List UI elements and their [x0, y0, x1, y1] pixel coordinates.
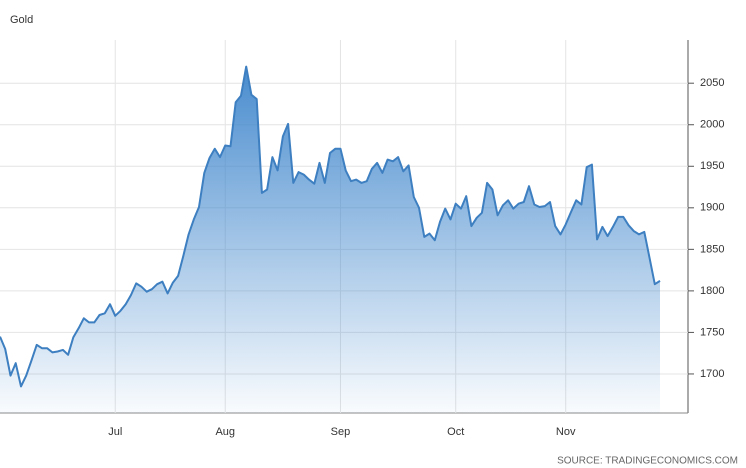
y-tick-label: 2000: [700, 119, 724, 131]
line: [0, 65, 661, 388]
x-tick-label: Aug: [215, 426, 235, 438]
y-tick-label: 1950: [700, 160, 724, 172]
y-tick-label: 1700: [700, 368, 724, 380]
x-tick-label: Sep: [331, 426, 351, 438]
y-tick-label: 1750: [700, 326, 724, 338]
x-tick-label: Nov: [556, 426, 576, 438]
y-tick-label: 1900: [700, 202, 724, 214]
area: [0, 66, 660, 413]
y-tick-label: 2050: [700, 77, 724, 89]
y-tick-label: 1850: [700, 243, 724, 255]
chart-title: Gold: [10, 14, 33, 26]
source: SOURCE: TRADINGECONOMICS.COM: [557, 456, 738, 467]
x-tick-label: Oct: [447, 426, 464, 438]
y-tick-label: 1800: [700, 285, 724, 297]
x-tick-label: Jul: [108, 426, 122, 438]
